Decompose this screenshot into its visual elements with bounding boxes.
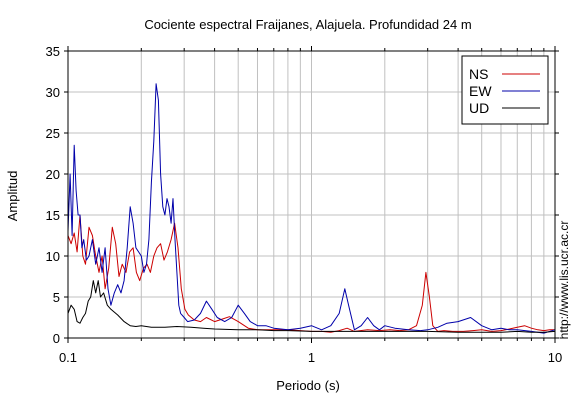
x-tick-label: 0.1 <box>59 350 77 365</box>
series-line-ud <box>67 280 556 333</box>
y-tick-label: 30 <box>46 85 60 100</box>
y-tick-label: 5 <box>53 290 60 305</box>
y-axis-label: Amplitud <box>5 171 20 222</box>
legend-label-ns: NS <box>469 66 488 82</box>
grid-lines <box>67 50 556 339</box>
y-tick-label: 35 <box>46 44 60 59</box>
x-tick-label: 10 <box>548 350 562 365</box>
x-tick-label: 1 <box>308 350 315 365</box>
y-tick-label: 20 <box>46 167 60 182</box>
watermark-url: http://www.lis.ucr.ac.cr <box>557 221 571 340</box>
series-line-ns <box>67 214 555 333</box>
legend-label-ew: EW <box>469 83 492 99</box>
legend-label-ud: UD <box>469 100 489 116</box>
y-tick-label: 15 <box>46 208 60 223</box>
x-axis-label: Periodo (s) <box>276 378 340 393</box>
legend-box <box>461 55 549 125</box>
axis-ticks: 0 5 10 15 20 25 30 35 0.1 1 10 <box>46 44 563 365</box>
series-line-ew <box>67 83 556 334</box>
chart-title: Cociente espectral Fraijanes, Alajuela. … <box>144 17 471 32</box>
y-tick-label: 10 <box>46 249 60 264</box>
y-tick-label: 0 <box>53 331 60 346</box>
y-tick-label: 25 <box>46 126 60 141</box>
plot-series <box>67 83 556 334</box>
